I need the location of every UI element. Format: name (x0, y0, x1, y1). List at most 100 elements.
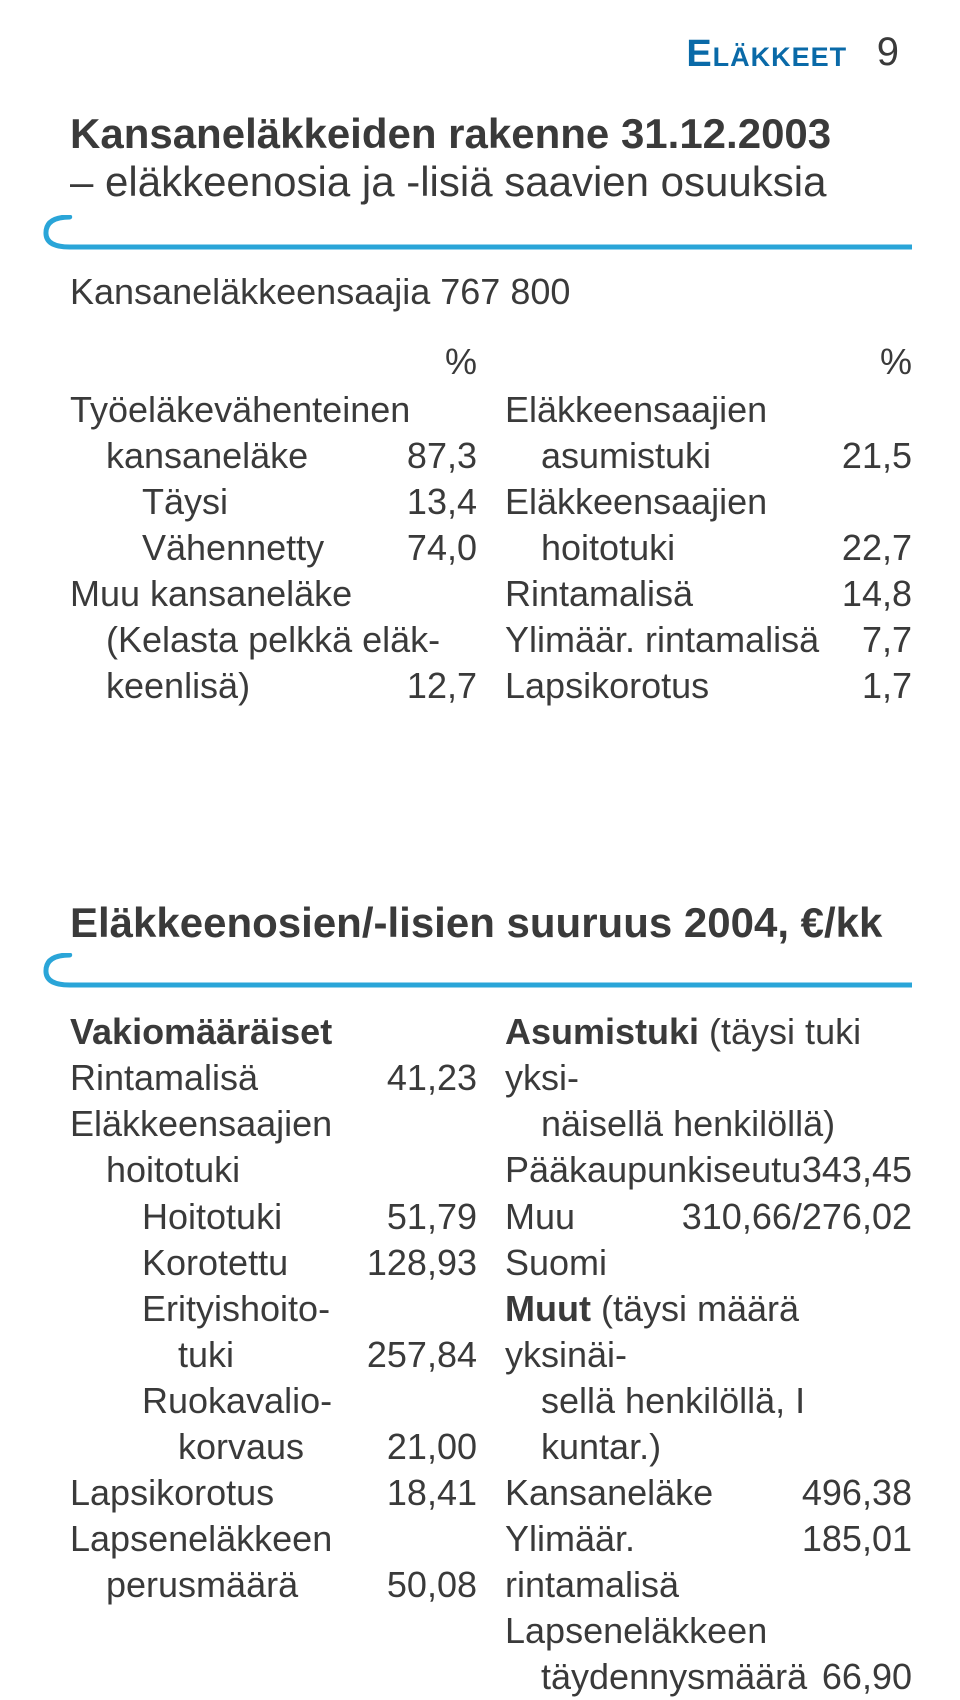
table2-right-value: 185,01 (802, 1516, 912, 1562)
table2-right-row: Ylimäär. rintamalisä185,01 (505, 1516, 912, 1608)
table2-right-row: Kansaneläke496,38 (505, 1470, 912, 1516)
table2-left-row: perusmäärä 50,08 (70, 1562, 477, 1608)
table2-right-row: Pääkaupunkiseutu343,45 (505, 1147, 912, 1193)
table1-right-col: % Eläkkeensaajienasumistuki21,5Eläkkeens… (505, 339, 912, 710)
table1-title-block: Kansaneläkkeiden rakenne 31.12.2003 – el… (70, 110, 912, 249)
table2-right-label: Muu Suomi (505, 1194, 682, 1286)
table1-left-row: keenlisä) 12,7 (70, 663, 477, 709)
table1-left-row: kansaneläke 87,3 (70, 433, 477, 479)
table1-right-value: 14,8 (842, 571, 912, 617)
table2-left-row: Korotettu128,93 (70, 1240, 477, 1286)
table1-columns: % Työeläkevähenteinenkansaneläke87,3Täys… (70, 339, 912, 710)
table1-right-row: Lapsikorotus 1,7 (505, 663, 912, 709)
swoosh-icon (40, 953, 912, 989)
table2-left-value: 21,00 (387, 1424, 477, 1470)
table2-left-row: Eläkkeensaajien (70, 1101, 477, 1147)
page-number: 9 (877, 30, 900, 74)
table1-left-row: Täysi 13,4 (70, 479, 477, 525)
table2-left-label: Hoitotuki (70, 1194, 282, 1240)
table2-right-row: Asumistuki (täysi tuki yksi- (505, 1009, 912, 1101)
table2-left-row: Vakiomääräiset (70, 1009, 477, 1055)
table2-right-value: 343,45 (802, 1147, 912, 1193)
table2-left-row: Ruokavalio- (70, 1378, 477, 1424)
table1-subhead: Kansaneläkkeensaajia 767 800 (70, 271, 912, 313)
table1-right-label: Lapsikorotus (505, 663, 709, 709)
pct-label-right: % (505, 339, 912, 385)
table2-left-value: 257,84 (367, 1332, 477, 1378)
table1-title-bold: Kansaneläkkeiden rakenne 31.12.2003 (70, 110, 912, 158)
table1-left-label: Vähennetty (70, 525, 324, 571)
table1-left-label: Täysi (70, 479, 228, 525)
table2-left-row: Hoitotuki51,79 (70, 1194, 477, 1240)
table1-right-label: asumistuki (505, 433, 711, 479)
table1-left-value: 13,4 (407, 479, 477, 525)
table2-left-label: perusmäärä (70, 1562, 298, 1608)
table1-left-value: 74,0 (407, 525, 477, 571)
pct-label-left: % (70, 339, 477, 385)
table2-left-value: 18,41 (387, 1470, 477, 1516)
table2-left-label: Ruokavalio- (70, 1378, 332, 1424)
page-header: Eläkkeet 9 (70, 30, 912, 76)
table1-right-row: asumistuki21,5 (505, 433, 912, 479)
table2-right-label: täydennysmäärä (505, 1654, 807, 1700)
table2-left-label: Eläkkeensaajien (70, 1101, 332, 1147)
table2-right-value: 66,90 (822, 1654, 912, 1700)
table2-right-label: Asumistuki (täysi tuki yksi- (505, 1009, 912, 1101)
table1-right-label: Eläkkeensaajien (505, 387, 767, 433)
table1-left-label: keenlisä) (70, 663, 250, 709)
table2-left-row: Lapseneläkkeen (70, 1516, 477, 1562)
table2-left-col: VakiomääräisetRintamalisä41,23Eläkkeensa… (70, 1009, 477, 1700)
table1-left-row: Vähennetty 74,0 (70, 525, 477, 571)
table2-right-row: Muut (täysi määrä yksinäi- (505, 1286, 912, 1378)
table1-right-label: Ylimäär. rintamalisä (505, 617, 819, 663)
swoosh-icon (40, 215, 912, 251)
table2-right-row: Lapseneläkkeen (505, 1608, 912, 1654)
divider-swoosh-2 (40, 953, 912, 987)
table2-left-row: tuki 257,84 (70, 1332, 477, 1378)
table2-right-value: 496,38 (802, 1470, 912, 1516)
table2-left-label: Rintamalisä (70, 1055, 258, 1101)
table2-title: Eläkkeenosien/-lisien suuruus 2004, €/kk (70, 899, 912, 947)
table2-right-label: Pääkaupunkiseutu (505, 1147, 801, 1193)
table1-right-value: 1,7 (862, 663, 912, 709)
table2-right-label: sellä henkilöllä, I kuntar.) (505, 1378, 912, 1470)
table1-right-value: 22,7 (842, 525, 912, 571)
table2-right-label: Muut (täysi määrä yksinäi- (505, 1286, 912, 1378)
table1-left-label: (Kelasta pelkkä eläk- (70, 617, 440, 663)
table2-right-label: Ylimäär. rintamalisä (505, 1516, 802, 1608)
table1-left-label: kansaneläke (70, 433, 308, 479)
table2-left-label: Lapsikorotus (70, 1470, 274, 1516)
table2-left-label: Erityishoito- (70, 1286, 330, 1332)
table2-left-label: korvaus (70, 1424, 304, 1470)
table2-right-row: Muu Suomi310,66/276,02 (505, 1194, 912, 1286)
table1-right-label: hoitotuki (505, 525, 675, 571)
table2-left-value: 50,08 (387, 1562, 477, 1608)
table2-left-label: hoitotuki (70, 1147, 240, 1193)
table1-left-row: (Kelasta pelkkä eläk- (70, 617, 477, 663)
table1-left-label: Muu kansaneläke (70, 571, 352, 617)
table1-right-row: hoitotuki 22,7 (505, 525, 912, 571)
table1-right-label: Eläkkeensaajien (505, 479, 767, 525)
table2-left-row: Erityishoito- (70, 1286, 477, 1332)
table2-right-row: täydennysmäärä 66,90 (505, 1654, 912, 1700)
table2-title-block: Eläkkeenosien/-lisien suuruus 2004, €/kk (70, 899, 912, 987)
table2-left-label: Korotettu (70, 1240, 288, 1286)
table2-left-row: Lapsikorotus 18,41 (70, 1470, 477, 1516)
table1-left-value: 12,7 (407, 663, 477, 709)
table1-left-value: 87,3 (407, 433, 477, 479)
table2-right-value: 310,66/276,02 (682, 1194, 912, 1240)
section-label: Eläkkeet (686, 33, 847, 75)
table2-left-row: Rintamalisä41,23 (70, 1055, 477, 1101)
table2-right-row: näisellä henkilöllä) (505, 1101, 912, 1147)
table2-left-row: korvaus 21,00 (70, 1424, 477, 1470)
table2-left-label: tuki (70, 1332, 234, 1378)
table1-right-row: Ylimäär. rintamalisä 7,7 (505, 617, 912, 663)
table2-right-row: sellä henkilöllä, I kuntar.) (505, 1378, 912, 1470)
table1-right-row: Eläkkeensaajien (505, 479, 912, 525)
section-tag: Eläkkeet 9 (70, 30, 900, 76)
table2-right-label: Lapseneläkkeen (505, 1608, 767, 1654)
table2-right-label: näisellä henkilöllä) (505, 1101, 835, 1147)
table1-right-value: 7,7 (862, 617, 912, 663)
divider-swoosh (40, 215, 912, 249)
table1-left-row: Työeläkevähenteinen (70, 387, 477, 433)
